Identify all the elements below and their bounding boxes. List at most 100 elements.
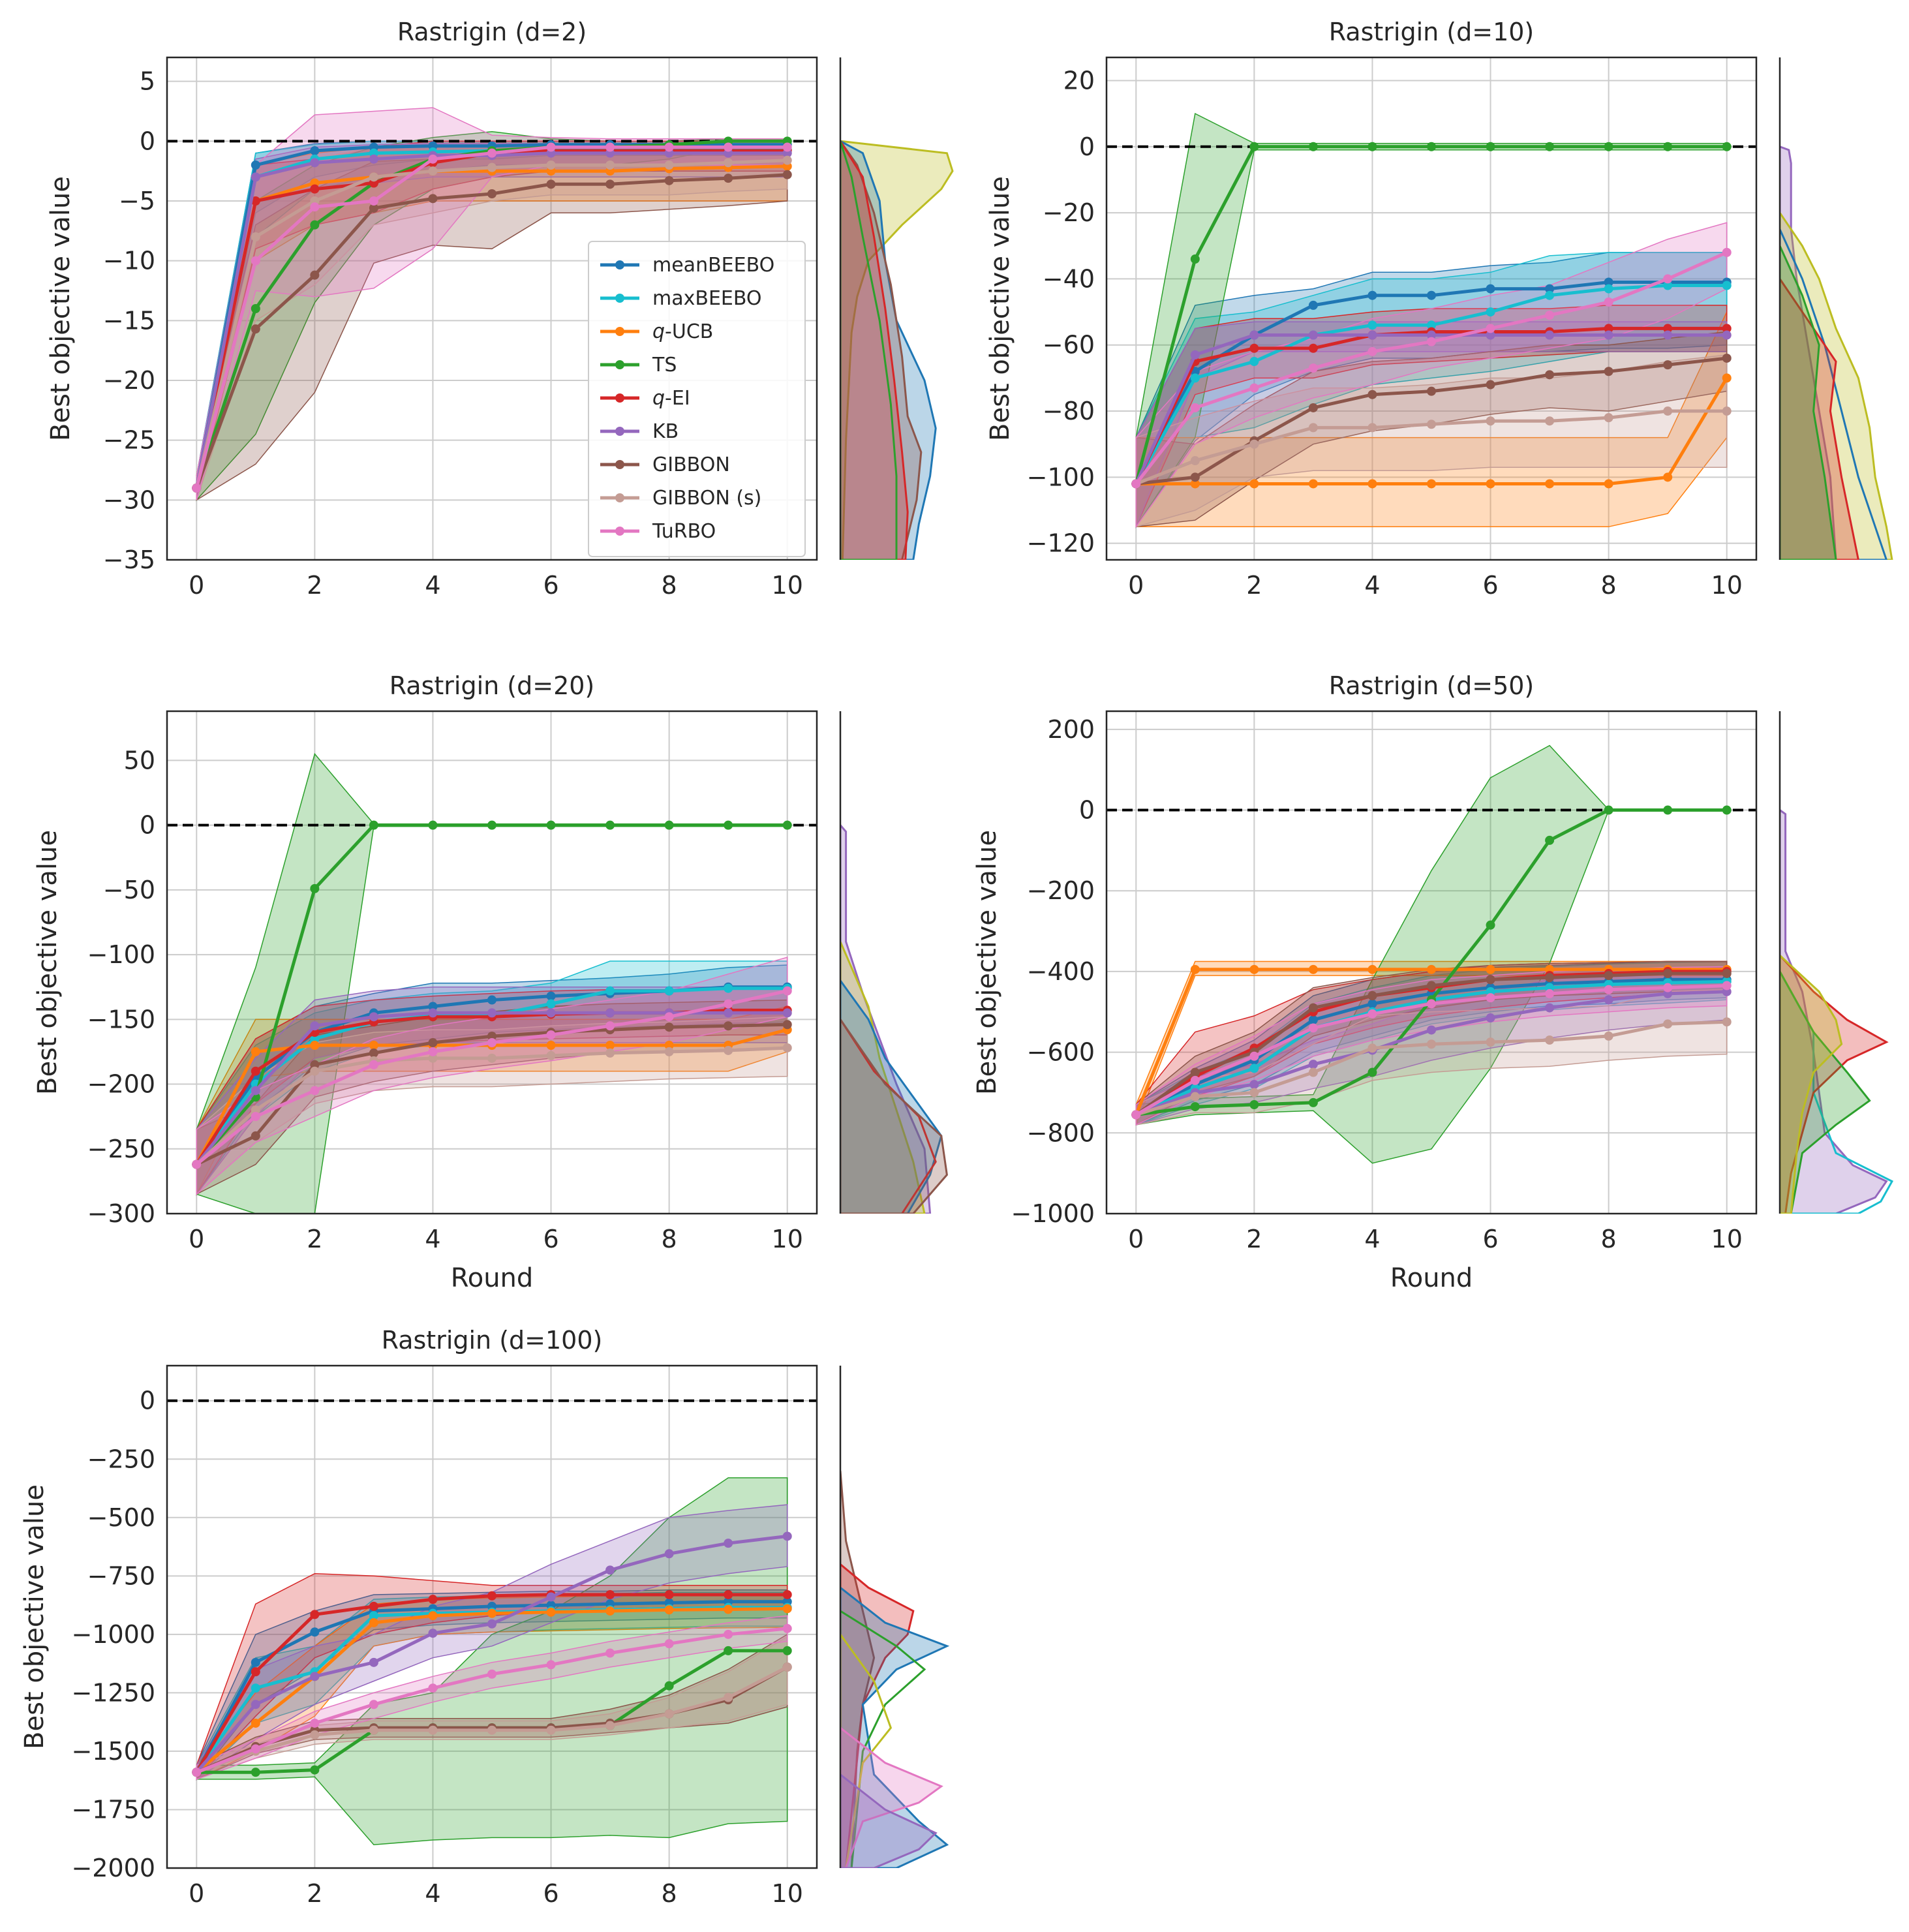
- p3-point-GIBBON-8: [1604, 971, 1613, 981]
- p4-point-TuRBO-0: [192, 1768, 202, 1777]
- p1-point-qUCB-8: [1604, 479, 1613, 489]
- p4-point-GIBBONs-10: [782, 1663, 792, 1672]
- p0-point-TuRBO-8: [664, 142, 674, 152]
- p0-point-GIBBONs-5: [487, 162, 496, 172]
- p2-point-GIBBON-3: [369, 1048, 378, 1058]
- p2-point-TS-4: [428, 820, 438, 830]
- p1-point-TS-8: [1604, 142, 1613, 151]
- p0-band-GIBBON: [196, 146, 788, 501]
- p0-ytick-label--10: −10: [103, 247, 155, 275]
- p4-point-TS-10: [782, 1646, 792, 1655]
- p3-axes-frame: [1105, 710, 1758, 1215]
- p1-point-GIBBON-10: [1722, 353, 1732, 363]
- p4-point-TuRBO-1: [251, 1744, 260, 1754]
- p0-xtick-label-0: 0: [189, 571, 204, 600]
- p3-point-TuRBO-10: [1722, 981, 1732, 990]
- p4-point-qEI-3: [369, 1601, 378, 1611]
- p1-point-GIBBON-6: [1486, 380, 1495, 390]
- p1-point-KB-1: [1190, 350, 1200, 360]
- p1-point-KB-8: [1604, 330, 1613, 340]
- p4-point-GIBBONs-4: [428, 1725, 438, 1735]
- p1-point-GIBBONs-4: [1367, 423, 1377, 433]
- p3-ytick-label--200: −200: [1027, 876, 1095, 905]
- legend-label-qUCB: q-UCB: [652, 320, 713, 343]
- p2-ylabel: Best objective value: [33, 830, 63, 1095]
- p3-point-meanBEEBO-4: [1367, 999, 1377, 1009]
- p1-xtick-label-10: 10: [1711, 571, 1743, 600]
- p3-point-TuRBO-0: [1131, 1110, 1141, 1120]
- p3-point-GIBBON-5: [1427, 981, 1436, 990]
- p2-point-TuRBO-7: [605, 1021, 615, 1031]
- p4-ytick-label--1750: −1750: [71, 1795, 155, 1824]
- p4-point-TuRBO-2: [310, 1718, 320, 1728]
- p1-point-GIBBON-9: [1663, 360, 1673, 370]
- p3-ytick-label-0: 0: [1079, 796, 1095, 825]
- legend-marker-qEI: [615, 393, 624, 403]
- p2-ytick-label--200: −200: [87, 1070, 155, 1099]
- p4-point-qUCB-6: [546, 1607, 556, 1617]
- p1-point-maxBEEBO-6: [1486, 307, 1495, 317]
- p2-point-maxBEEBO-7: [605, 986, 615, 996]
- p2-point-KB-9: [724, 1008, 733, 1018]
- p4-ytick-label--500: −500: [87, 1503, 155, 1532]
- p1-point-TuRBO-4: [1367, 346, 1377, 356]
- p3-point-GIBBONs-1: [1190, 1092, 1200, 1101]
- p2-point-KB-7: [605, 1008, 615, 1018]
- p4-ytick-label--750: −750: [87, 1561, 155, 1590]
- p2-point-maxBEEBO-2: [310, 1034, 320, 1044]
- p4-point-qUCB-8: [664, 1605, 674, 1615]
- p4-point-qEI-7: [605, 1589, 615, 1599]
- p2-point-qUCB-7: [605, 1041, 615, 1050]
- p3-point-TS-8: [1604, 805, 1613, 815]
- p0-point-TuRBO-9: [724, 142, 733, 152]
- p4-point-GIBBONs-3: [369, 1725, 378, 1735]
- p0-point-TuRBO-10: [782, 142, 792, 152]
- legend-marker-GIBBONs: [615, 493, 624, 502]
- p1-kde-area: [1780, 146, 1893, 560]
- p3-point-GIBBONs-2: [1249, 1088, 1259, 1097]
- p1-band-GIBBONs: [1135, 354, 1728, 528]
- p1-point-TS-1: [1190, 254, 1200, 264]
- p0-point-TuRBO-4: [428, 154, 438, 164]
- p2-point-GIBBONs-10: [782, 1043, 792, 1052]
- p3-xtick-label-8: 8: [1601, 1225, 1617, 1253]
- p2-point-meanBEEBO-5: [487, 995, 496, 1005]
- p2-point-TuRBO-8: [664, 1012, 674, 1022]
- p0-ytick-label--5: −5: [119, 187, 155, 215]
- p3-kde-maxBEEBO-1: [1780, 969, 1894, 1214]
- p0-point-GIBBONs-1: [251, 232, 260, 241]
- p4-xtick-label-10: 10: [772, 1879, 803, 1908]
- p4-point-TuRBO-5: [487, 1669, 496, 1679]
- p4-xtick-label-0: 0: [189, 1879, 204, 1908]
- p4-xtick-label-8: 8: [662, 1879, 677, 1908]
- p0-point-GIBBON-9: [724, 174, 733, 183]
- p3-xtick-label-2: 2: [1246, 1225, 1262, 1253]
- p0-xtick-label-2: 2: [307, 571, 322, 600]
- legend-label-maxBEEBO: maxBEEBO: [652, 287, 762, 310]
- p1-point-TuRBO-8: [1604, 297, 1613, 307]
- p2-ytick-label--150: −150: [87, 1005, 155, 1034]
- legend-label-TS: TS: [652, 354, 677, 376]
- p4-point-GIBBONs-9: [724, 1693, 733, 1702]
- p1-point-TS-2: [1249, 142, 1259, 151]
- p4-ytick-label--250: −250: [87, 1445, 155, 1473]
- p1-point-TuRBO-2: [1249, 383, 1259, 393]
- p2-title: Rastrigin (d=20): [389, 671, 595, 700]
- p1-point-maxBEEBO-10: [1722, 281, 1732, 290]
- p3-point-KB-3: [1308, 1060, 1318, 1069]
- p2-point-qUCB-1: [251, 1047, 260, 1056]
- p2-point-TS-8: [664, 820, 674, 830]
- p3-title: Rastrigin (d=50): [1329, 671, 1535, 700]
- p3-point-TuRBO-6: [1486, 993, 1495, 1003]
- p0-point-GIBBON-8: [664, 176, 674, 185]
- p2-point-GIBBON-8: [664, 1022, 674, 1032]
- p1-point-TuRBO-0: [1131, 479, 1141, 489]
- p2-point-GIBBONs-1: [251, 1105, 260, 1115]
- p2-point-TuRBO-6: [546, 1030, 556, 1040]
- p3-point-maxBEEBO-2: [1249, 1064, 1259, 1073]
- p1-point-GIBBONs-3: [1308, 423, 1318, 433]
- p3-point-GIBBONs-8: [1604, 1031, 1613, 1041]
- p4-point-GIBBONs-7: [605, 1721, 615, 1730]
- p1-point-TuRBO-7: [1545, 311, 1555, 320]
- p0-plot-area: [167, 107, 817, 502]
